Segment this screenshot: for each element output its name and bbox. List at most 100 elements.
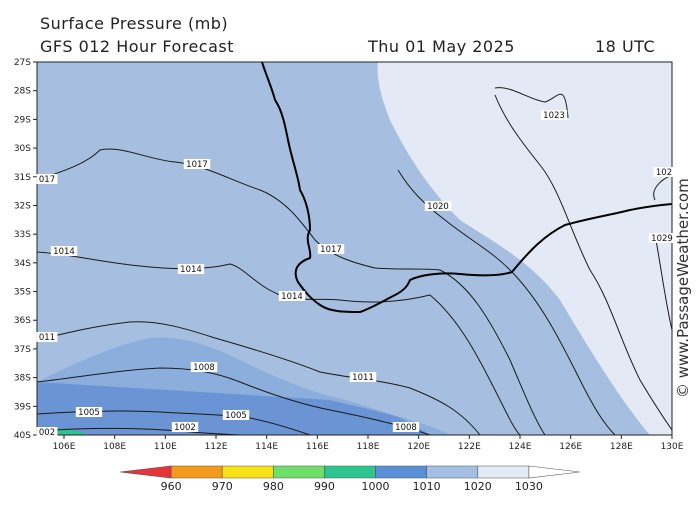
legend-swatch [273, 465, 325, 479]
isobar-label-bg [424, 201, 452, 211]
isobar-label-bg [50, 246, 78, 256]
lat-label: 27S [14, 58, 31, 68]
model-label: GFS 012 Hour Forecast [40, 37, 235, 56]
isobar-1023b [494, 94, 672, 431]
isobar-label: 011 [39, 333, 55, 343]
isobar-1023 [494, 87, 569, 119]
isobar-label-bg [36, 174, 58, 184]
isobar-1008 [37, 367, 431, 435]
lon-label: 128E [610, 442, 633, 452]
isobar-label-bg [171, 422, 199, 432]
lon-label: 110E [154, 442, 177, 452]
isobar-label-bg [278, 291, 306, 301]
latitude-axis: 27S 28S 29S 30S 31S 32S 33S 34S 35S 36S 37S 38S 39S 4… [14, 58, 37, 441]
isobar-label-bg [540, 110, 568, 120]
legend-label: 980 [263, 480, 284, 493]
legend-label: 970 [212, 480, 233, 493]
legend-swatch [528, 465, 581, 479]
isobar-1017 [37, 148, 546, 435]
isobar-label: 1005 [78, 408, 100, 418]
lat-label: 28S [14, 87, 31, 97]
isobar-labels: 1023 1020 1017 017 1017 1014 1014 1014 011 1011 10… [36, 110, 676, 438]
lon-label: 126E [559, 442, 582, 452]
longitude-axis: 106E 108E 110E 112E 114E 116E 118E 120E 122E 124E… [53, 435, 684, 452]
lat-label: 29S [14, 115, 31, 125]
lat-label: 36S [14, 316, 31, 326]
lat-label: 30S [14, 144, 31, 154]
isobar-label-bg [177, 264, 205, 274]
legend-label: 1020 [464, 480, 492, 493]
isobar-label-bg [222, 410, 250, 420]
legend-swatch [170, 465, 223, 479]
isobar-label-bg [36, 332, 58, 342]
legend-label: 1030 [515, 480, 543, 493]
legend-label: 1010 [413, 480, 441, 493]
isobar-label: 102 [656, 168, 672, 178]
forecast-date: Thu 01 May 2025 [368, 37, 515, 56]
isobar-label: 1014 [53, 247, 75, 257]
isobar-label-bg [648, 233, 676, 243]
legend-swatch [324, 465, 376, 479]
watermark-text: © www.PassageWeather.com [674, 178, 692, 398]
legend-swatch [426, 465, 479, 479]
isobar-label: 1023 [543, 111, 565, 121]
band-1020-1030 [377, 62, 672, 435]
map-frame [36, 61, 673, 436]
isobar-label-bg [75, 407, 103, 417]
isobar-label: 1014 [281, 292, 303, 302]
lon-label: 112E [205, 442, 228, 452]
legend-swatch [375, 465, 427, 479]
isobar-label: 1005 [225, 411, 247, 421]
lat-label: 38S [14, 374, 31, 384]
lon-label: 130E [661, 442, 684, 452]
legend-swatch [477, 465, 530, 479]
band-1005-shade [37, 337, 450, 435]
isobar-label: 1008 [193, 363, 215, 373]
isobar-label: 002 [39, 428, 55, 438]
isobar-label: 1002 [174, 423, 196, 433]
lat-label: 35S [14, 288, 31, 298]
isobar-1002 [37, 427, 241, 435]
legend-label: 990 [314, 480, 335, 493]
lat-label: 40S [14, 431, 31, 441]
lon-label: 108E [103, 442, 126, 452]
color-legend: 960 970 980 990 1000 1010 1020 1030 [119, 465, 581, 493]
watermark: © www.PassageWeather.com [674, 178, 692, 398]
coastline-path [261, 62, 672, 314]
lon-label: 116E [306, 442, 329, 452]
isobar-label: 1020 [427, 202, 449, 212]
isobar-label: 1008 [395, 423, 417, 433]
lon-label: 124E [509, 442, 532, 452]
legend-label: 960 [161, 480, 182, 493]
isobar-label-bg [653, 167, 675, 177]
coastline [261, 62, 672, 314]
lon-label: 122E [458, 442, 481, 452]
isobar-label: 017 [39, 175, 55, 185]
isobar-1011 [37, 321, 481, 435]
isobar-label-bg [392, 422, 420, 432]
lat-label: 37S [14, 345, 31, 355]
lat-label: 34S [14, 259, 31, 269]
legend-label: 1000 [362, 480, 390, 493]
isobar-label: 1014 [180, 265, 202, 275]
lon-label: 120E [407, 442, 430, 452]
lon-label: 114E [255, 442, 278, 452]
isobar-label: 1017 [320, 245, 342, 255]
legend-swatch [119, 465, 172, 479]
isobar-label-bg [317, 244, 345, 254]
lon-label: 106E [53, 442, 76, 452]
forecast-time: 18 UTC [595, 37, 656, 56]
legend-swatch [221, 465, 274, 479]
lat-label: 31S [14, 173, 31, 183]
lon-label: 118E [357, 442, 380, 452]
isobar-label-bg [36, 427, 58, 437]
isobar-label-bg [190, 362, 218, 372]
isobar-label-bg [183, 159, 211, 169]
isobar-label: 1011 [352, 373, 374, 383]
isobar-label-bg [349, 372, 377, 382]
chart-title: Surface Pressure (mb) [40, 14, 229, 33]
lat-label: 32S [14, 201, 31, 211]
lat-label: 39S [14, 402, 31, 412]
isobar-label: 1017 [186, 160, 208, 170]
